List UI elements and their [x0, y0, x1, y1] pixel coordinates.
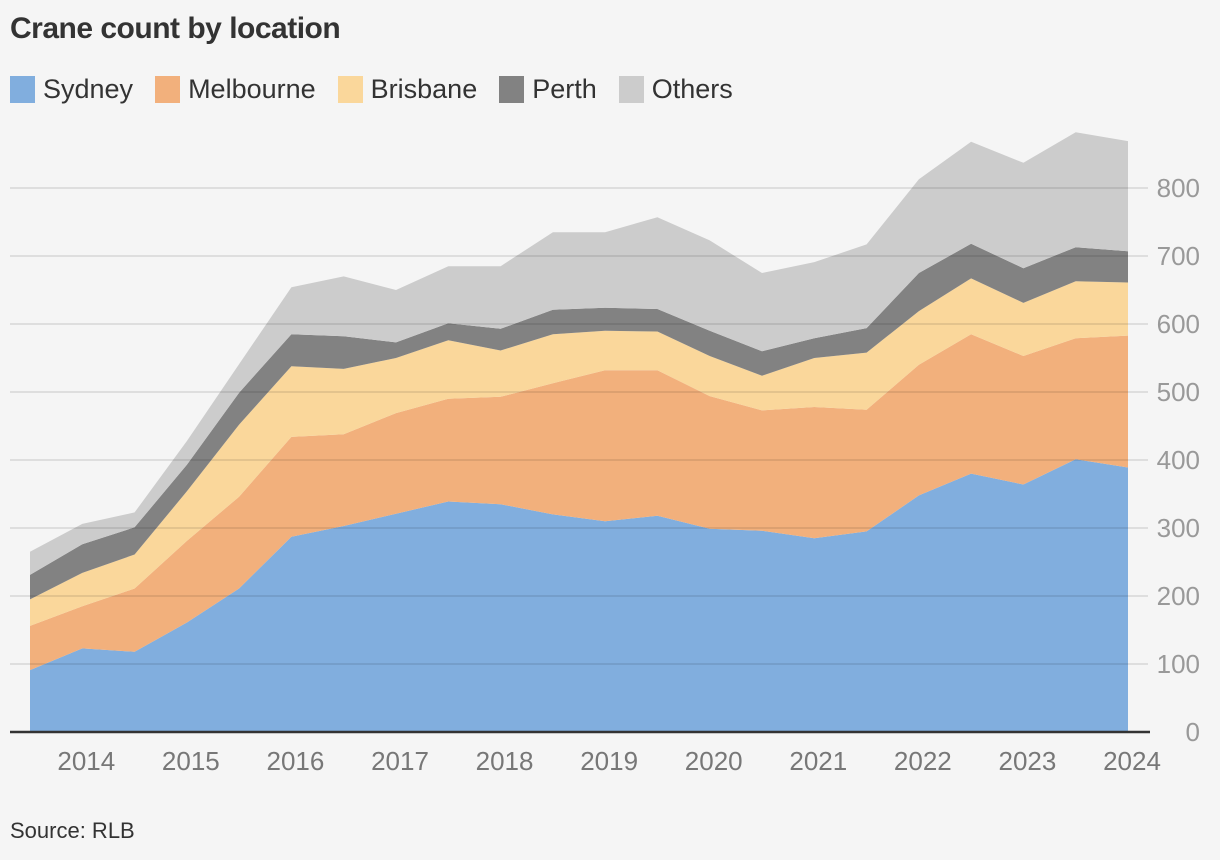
- x-tick-label: 2014: [57, 746, 115, 776]
- area-others: [30, 132, 1128, 575]
- source-note: Source: RLB: [10, 818, 135, 843]
- x-tick-label: 2020: [685, 746, 743, 776]
- legend-label-perth: Perth: [532, 74, 597, 104]
- x-tick-label: 2015: [162, 746, 220, 776]
- x-tick-label: 2017: [371, 746, 429, 776]
- legend-swatch-sydney: [10, 76, 35, 103]
- x-tick-label: 2019: [580, 746, 638, 776]
- legend-item-brisbane: Brisbane: [337, 74, 478, 105]
- legend-swatch-melbourne: [155, 76, 181, 103]
- y-tick-label: 0: [1186, 717, 1200, 747]
- x-tick-label: 2024: [1103, 746, 1161, 776]
- legend-item-melbourne: Melbourne: [155, 74, 316, 105]
- x-tick-label: 2023: [999, 746, 1057, 776]
- x-tick-label: 2018: [476, 746, 534, 776]
- area-brisbane: [30, 278, 1128, 626]
- legend-swatch-others: [618, 76, 644, 103]
- x-tick-label: 2022: [894, 746, 952, 776]
- legend-item-others: Others: [618, 74, 733, 105]
- area-melbourne: [30, 334, 1128, 671]
- chart-title: Crane count by location: [10, 12, 341, 45]
- y-tick-label: 100: [1157, 649, 1200, 679]
- area-layer: [30, 132, 1128, 732]
- legend-swatch-brisbane: [337, 76, 363, 103]
- gridlines: [10, 187, 1148, 665]
- x-tick-label: 2021: [789, 746, 847, 776]
- y-tick-label: 800: [1157, 173, 1200, 203]
- area-perth: [30, 243, 1128, 600]
- y-tick-label: 600: [1157, 309, 1200, 339]
- y-axis-ticks: 0 100 200 300 400 500 600 700 800: [1157, 173, 1200, 747]
- legend-label-melbourne: Melbourne: [188, 74, 316, 104]
- legend: Sydney Melbourne Brisbane Perth Others: [10, 74, 755, 105]
- legend-label-others: Others: [651, 74, 733, 104]
- y-tick-label: 300: [1157, 513, 1200, 543]
- x-tick-label: 2016: [267, 746, 325, 776]
- x-axis-ticks: 2014 2015 2016 2017 2018 2019 2020 2021 2022 2023…: [57, 746, 1161, 776]
- area-sydney: [30, 459, 1128, 732]
- y-tick-label: 400: [1157, 445, 1200, 475]
- y-tick-label: 700: [1157, 241, 1200, 271]
- legend-item-sydney: Sydney: [10, 74, 133, 105]
- y-tick-label: 200: [1157, 581, 1200, 611]
- legend-label-sydney: Sydney: [43, 74, 134, 104]
- legend-swatch-perth: [499, 76, 525, 103]
- legend-item-perth: Perth: [499, 74, 597, 105]
- y-tick-label: 500: [1157, 377, 1200, 407]
- legend-label-brisbane: Brisbane: [370, 74, 478, 104]
